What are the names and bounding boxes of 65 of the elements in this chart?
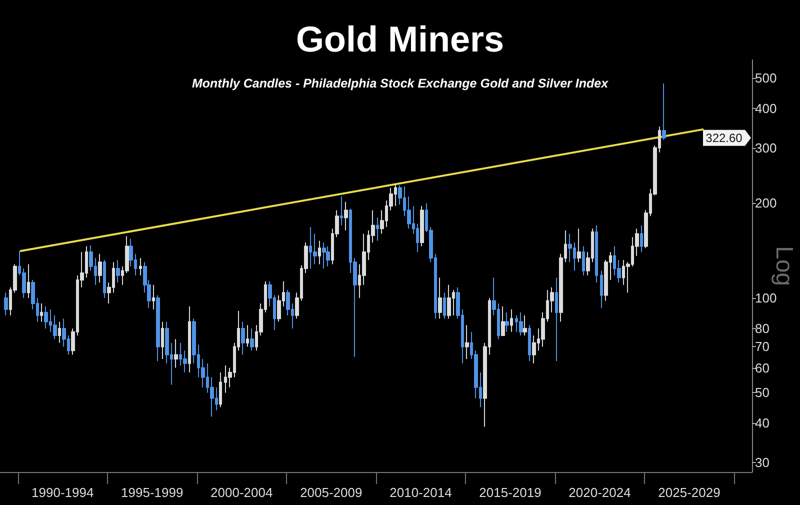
chart-title: Gold Miners: [296, 18, 504, 60]
candlestick: [600, 270, 603, 308]
x-tick-label: 1995-1999: [121, 485, 184, 500]
candlestick: [246, 324, 249, 348]
candlestick: [640, 224, 643, 252]
candlestick: [219, 372, 222, 408]
y-axis-title: Log: [770, 246, 798, 286]
candlestick: [156, 294, 160, 362]
candlestick: [161, 321, 164, 360]
x-tick-label: 2015-2019: [479, 485, 542, 500]
candlestick: [174, 338, 178, 368]
candlestick: [505, 312, 509, 332]
candlestick: [44, 306, 48, 329]
candlestick: [465, 324, 469, 360]
candlestick: [116, 260, 120, 283]
candlestick: [420, 205, 424, 247]
candlestick: [595, 224, 598, 283]
candlestick: [58, 321, 61, 344]
candlestick: [443, 292, 446, 320]
candlestick: [322, 242, 326, 270]
candlestick: [662, 82, 666, 140]
candlestick: [438, 277, 442, 320]
candlestick: [519, 312, 523, 336]
candlestick: [27, 264, 30, 298]
candlestick: [326, 246, 330, 267]
candlestick: [510, 308, 513, 332]
x-tick-label: 1990-1994: [32, 485, 94, 500]
candlestick: [344, 201, 348, 231]
y-tick-label: 40: [755, 416, 770, 431]
annotation: 322.60: [706, 130, 743, 145]
candlestick: [528, 324, 531, 362]
candlestick: [577, 228, 581, 263]
y-tick-label: 30: [755, 455, 770, 470]
y-tick-label: 70: [755, 339, 770, 354]
y-tick-label: 100: [755, 290, 777, 306]
candlestick: [523, 314, 527, 336]
candlestick: [40, 303, 43, 322]
y-tick-label: 500: [755, 70, 777, 86]
candlestick: [152, 284, 155, 310]
candlestick: [340, 196, 343, 226]
y-tick-label: 60: [755, 360, 770, 376]
candlestick: [139, 257, 142, 276]
candlestick: [188, 306, 191, 373]
y-tick-label: 50: [755, 385, 770, 400]
y-tick-label: 300: [755, 140, 777, 156]
y-tick-label: 400: [755, 100, 777, 116]
candlestick: [318, 240, 321, 265]
x-tick-label: 2010-2014: [390, 485, 452, 500]
candlestick: [241, 321, 245, 356]
candlestick: [501, 306, 505, 336]
candlestick: [376, 217, 379, 242]
candlestick: [98, 253, 102, 283]
y-tick-label: 80: [755, 320, 770, 336]
candlestick: [582, 246, 585, 276]
y-tick-label: 200: [755, 196, 777, 211]
x-tick-label: 2005-2009: [300, 485, 362, 500]
candlestick: [103, 260, 106, 298]
candlestick: [555, 277, 558, 362]
x-tick-label: 2020-2024: [568, 485, 631, 500]
x-tick-label: 2025-2029: [658, 485, 720, 500]
candlestick: [4, 292, 8, 316]
x-tick-label: 2000-2004: [210, 485, 273, 500]
candlestick: [250, 328, 254, 352]
candlestick: [447, 284, 451, 320]
text: Monthly Candles - Philadelphia Stock Exchange Gold and Silver Index: [192, 76, 610, 90]
